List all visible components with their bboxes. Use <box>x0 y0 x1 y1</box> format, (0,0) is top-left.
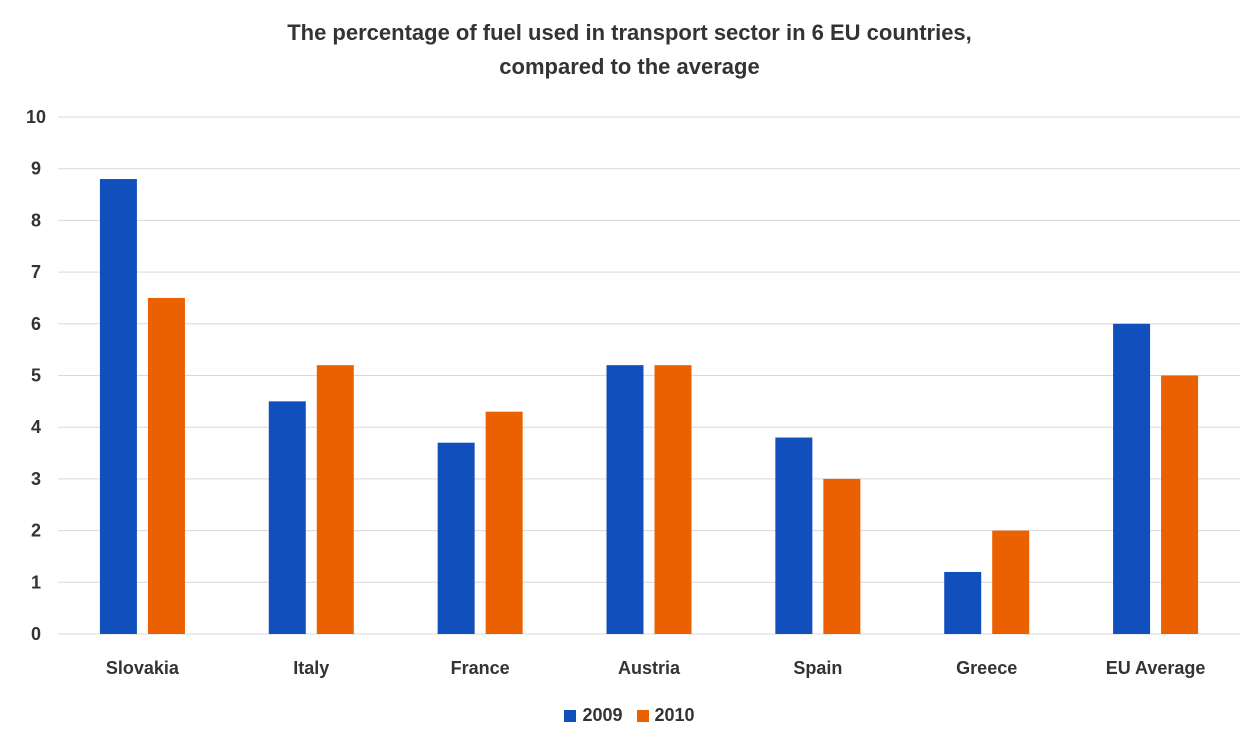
x-category-label: Greece <box>956 658 1017 678</box>
bar-2010 <box>823 478 861 634</box>
y-tick-label: 10 <box>26 107 46 127</box>
y-tick-label: 5 <box>31 366 41 386</box>
bar-2009 <box>437 442 475 634</box>
y-tick-label: 1 <box>31 572 41 592</box>
x-category-label: Spain <box>793 658 842 678</box>
x-category-label: Italy <box>293 658 329 678</box>
legend-item-2010: 2010 <box>636 705 695 726</box>
y-tick-label: 6 <box>31 314 41 334</box>
bar-2009 <box>944 571 982 634</box>
bar-2010 <box>485 411 523 634</box>
x-category-label: France <box>451 658 510 678</box>
bar-2009 <box>99 179 137 635</box>
bar-2010 <box>654 365 692 634</box>
y-tick-label: 7 <box>31 262 41 282</box>
chart-title: The percentage of fuel used in transport… <box>287 20 972 45</box>
bar-2010 <box>316 365 354 634</box>
legend: 2009 2010 <box>0 705 1259 726</box>
legend-label-2010: 2010 <box>654 705 695 725</box>
bar-2009 <box>1113 323 1151 634</box>
x-category-label: Austria <box>618 658 681 678</box>
x-category-label: EU Average <box>1106 658 1206 678</box>
y-tick-label: 4 <box>31 417 41 437</box>
bar-2010 <box>147 297 185 634</box>
legend-item-2009: 2009 <box>564 705 623 726</box>
y-tick-label: 8 <box>31 210 41 230</box>
bar-2010 <box>1161 375 1199 634</box>
y-tick-label: 3 <box>31 469 41 489</box>
chart-subtitle: compared to the average <box>499 54 760 79</box>
bar-2009 <box>775 437 813 634</box>
y-tick-label: 0 <box>31 624 41 644</box>
legend-label-2009: 2009 <box>582 705 623 725</box>
bar-2009 <box>606 365 644 634</box>
y-tick-label: 2 <box>31 521 41 541</box>
y-tick-label: 9 <box>31 159 41 179</box>
x-category-label: Slovakia <box>106 658 180 678</box>
legend-swatch-2009 <box>564 709 577 722</box>
legend-swatch-2010 <box>636 709 649 722</box>
bar-2010 <box>992 530 1030 634</box>
bar-2009 <box>268 401 306 634</box>
